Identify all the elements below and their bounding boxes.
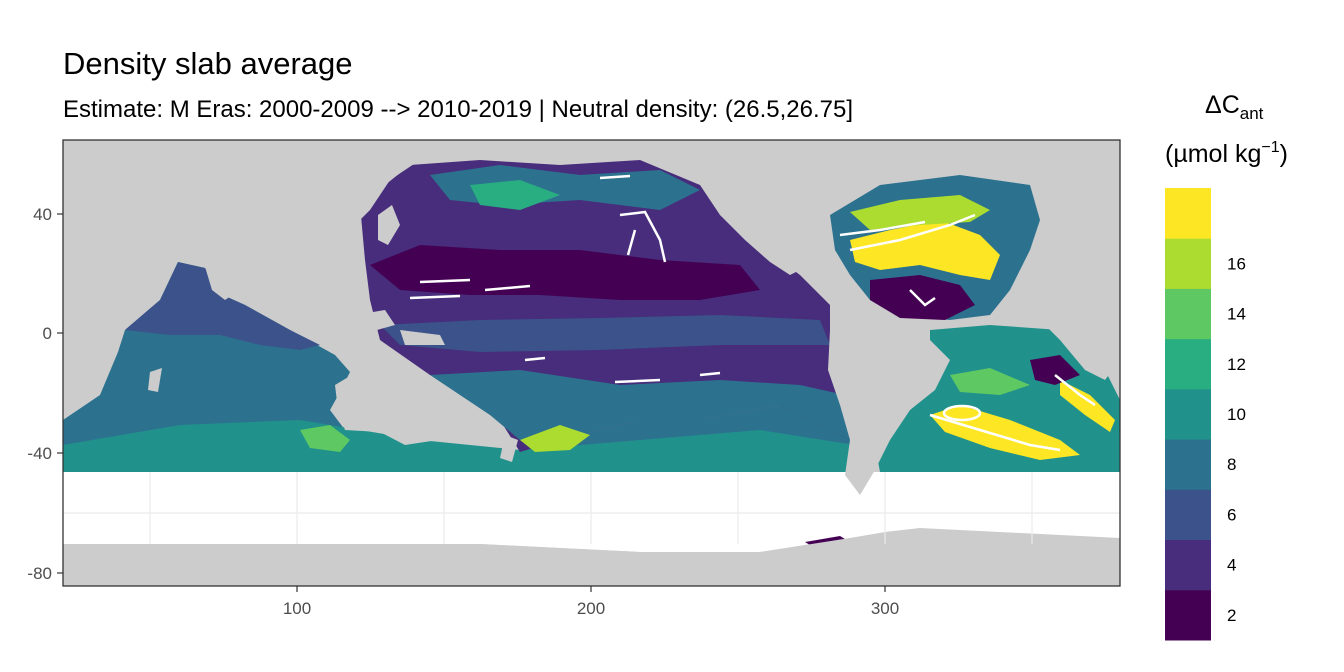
legend-tick-label: 8 <box>1227 455 1236 474</box>
gridlines <box>63 472 1120 544</box>
legend: ΔCant (µmol kg−1) 2 4 6 8 10 12 14 16 <box>1165 91 1288 641</box>
plot-subtitle: Estimate: M Eras: 2000-2009 --> 2010-201… <box>63 96 853 123</box>
x-axis: 100 200 300 <box>283 586 899 618</box>
ocean-indian-north <box>125 262 320 350</box>
legend-swatch <box>1165 489 1211 541</box>
ocean-north-atlantic-yellow <box>850 220 1000 280</box>
x-tick-label: 100 <box>283 599 311 618</box>
contour-lines <box>409 174 1096 452</box>
land-masses <box>63 140 1120 586</box>
legend-tick-label: 10 <box>1227 405 1246 424</box>
legend-title-sub: ant <box>1240 104 1264 123</box>
legend-tick-label: 2 <box>1227 606 1236 625</box>
legend-tick-label: 14 <box>1227 305 1246 324</box>
legend-unit-close: ) <box>1280 140 1288 168</box>
ocean-southern-green <box>63 420 855 472</box>
ocean-pacific-subtropical <box>370 245 760 300</box>
ocean-tasman-yellow <box>520 425 590 452</box>
legend-swatch <box>1165 288 1211 340</box>
legend-title-main: ΔC <box>1205 91 1240 119</box>
y-axis: 40 0 -40 -80 <box>27 205 63 583</box>
map-panel <box>63 140 1120 586</box>
legend-title: ΔCant <box>1205 91 1264 123</box>
legend-tick-label: 4 <box>1227 556 1236 575</box>
ocean-pacific-nw-green <box>470 180 560 210</box>
legend-swatch <box>1165 589 1211 641</box>
ocean-pacific-equatorial <box>380 315 830 352</box>
ocean-pacific-south <box>430 370 850 440</box>
x-tick-label: 200 <box>577 599 605 618</box>
legend-swatch <box>1165 539 1211 591</box>
ocean-north-atlantic-lime <box>850 195 990 230</box>
legend-unit-exp: −1 <box>1261 139 1279 156</box>
legend-swatch <box>1165 238 1211 289</box>
legend-unit-open: (µmol kg <box>1165 140 1261 168</box>
legend-unit: (µmol kg−1) <box>1165 139 1288 168</box>
y-tick-label: -80 <box>27 564 52 583</box>
y-tick-label: 40 <box>33 205 52 224</box>
x-tick-label: 300 <box>871 599 899 618</box>
ocean-sargasso-purple <box>870 275 975 320</box>
legend-swatch <box>1165 439 1211 490</box>
legend-tick-label: 6 <box>1227 505 1236 524</box>
ocean-south-atlantic-yellow-east <box>1060 380 1115 432</box>
plot-title: Density slab average <box>63 46 353 81</box>
y-tick-label: -40 <box>27 444 52 463</box>
legend-tick-label: 12 <box>1227 355 1246 374</box>
legend-swatch <box>1165 188 1211 239</box>
no-data-weddell <box>480 532 885 552</box>
y-tick-label: 0 <box>43 324 52 343</box>
legend-ticks: 2 4 6 8 10 12 14 16 <box>1227 254 1246 625</box>
legend-tick-label: 16 <box>1227 254 1246 273</box>
ocean-south-atlantic-lightgreen <box>950 368 1030 395</box>
legend-colorbar <box>1165 188 1211 641</box>
ocean-south-atlantic-purple <box>1030 355 1080 385</box>
ocean-south-indian-lightgreen <box>300 425 350 452</box>
legend-swatch <box>1165 388 1211 440</box>
legend-swatch <box>1165 338 1211 390</box>
